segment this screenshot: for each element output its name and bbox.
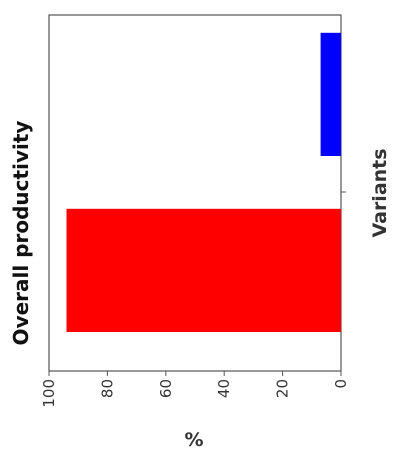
bars-group	[66, 32, 341, 332]
x-tick-label: 100	[40, 379, 58, 408]
x-tick-label: 60	[157, 379, 175, 398]
x-tick-label: 40	[215, 379, 233, 398]
x-tick-label: 80	[98, 379, 116, 398]
bar-0	[66, 208, 341, 332]
x-tick-label: 20	[274, 379, 292, 398]
y-axis-title: Variants	[369, 148, 391, 237]
x-tick-label: 0	[332, 379, 350, 389]
x-axis-ticks: 0 20 40 60 80 100	[40, 371, 350, 408]
bar-1	[320, 32, 341, 156]
chart-title: Overall productivity	[9, 121, 33, 346]
x-axis-title: %	[184, 429, 203, 451]
